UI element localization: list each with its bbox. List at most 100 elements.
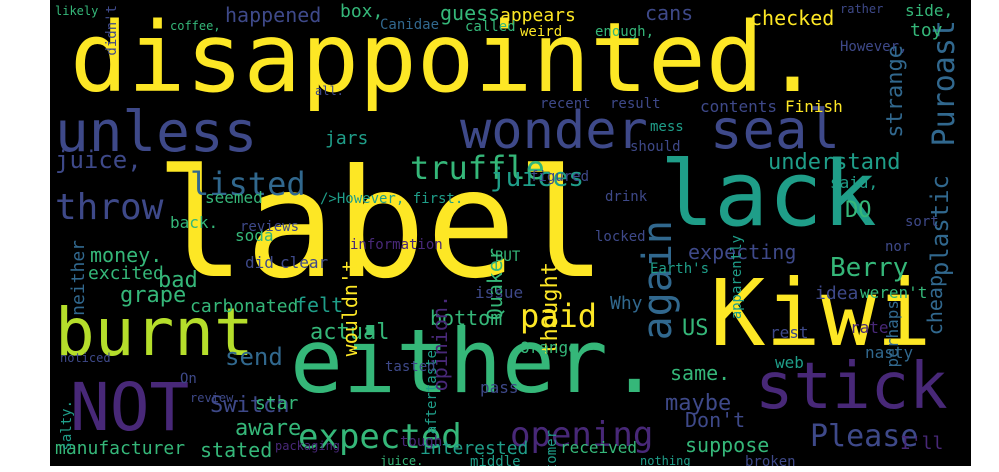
cloud-word-dont: Don't <box>685 408 746 432</box>
cloud-word-issue: issue <box>475 283 524 302</box>
cloud-word-opening: opening <box>510 415 654 455</box>
cloud-word-not-caps: NOT <box>70 369 190 446</box>
cloud-word-clear: clear <box>280 253 329 272</box>
cloud-word-tasted: tasted <box>385 359 436 375</box>
cloud-word-neither: neither <box>68 240 89 316</box>
cloud-word-reviews: reviews <box>240 219 300 235</box>
cloud-word-lack: lack <box>660 142 877 247</box>
cloud-word-did: did <box>245 253 274 272</box>
cloud-word-orange: Orange <box>520 338 578 357</box>
cloud-word-interested: interested <box>420 438 529 459</box>
cloud-word-canidae: Canidae <box>380 17 440 33</box>
cloud-word-web: web <box>775 353 804 372</box>
cloud-word-should: should <box>630 139 681 155</box>
cloud-word-however-first: />However, first. <box>320 191 464 207</box>
cloud-word-expecting: expecting <box>688 240 797 264</box>
cloud-word-seemed: seemed <box>205 188 263 207</box>
cloud-word-locked: locked <box>595 229 646 245</box>
cloud-word-drink: drink <box>605 189 648 205</box>
cloud-word-broken: broken <box>745 454 796 466</box>
cloud-word-soda: soda <box>235 226 274 245</box>
cloud-word-guess: guess <box>440 1 501 25</box>
cloud-word-switch: Switch <box>210 393 290 418</box>
cloud-word-send: send <box>225 343 283 371</box>
cloud-word-salty: salty. <box>59 400 75 451</box>
cloud-word-felt: felt <box>295 293 344 317</box>
cloud-word-tough: tough <box>400 434 443 450</box>
cloud-word-either: either. <box>290 310 661 413</box>
cloud-word-suppose: suppose <box>685 433 770 457</box>
cloud-word-do-caps: DO <box>845 198 872 223</box>
cloud-word-nor: nor <box>885 239 911 255</box>
cloud-word-label: label <box>155 138 607 312</box>
cloud-word-middle: middle <box>470 454 521 466</box>
cloud-word-result: result <box>610 96 661 112</box>
cloud-word-kiwi: Kiwi <box>710 260 932 367</box>
cloud-word-seal: seal <box>710 98 841 161</box>
cloud-word-figured: figured <box>530 169 590 185</box>
cloud-word-coffee: coffee, <box>170 19 221 33</box>
cloud-word-likely: likely <box>55 4 99 18</box>
cloud-word-werent: weren't <box>860 283 928 302</box>
cloud-word-juice: juice, <box>55 146 142 174</box>
cloud-word-please: Please <box>810 419 919 454</box>
cloud-word-sort: sort <box>905 214 939 230</box>
cloud-word-money: money. <box>90 243 163 267</box>
cloud-word-mess: mess <box>650 119 684 135</box>
cloud-word-pass: pass <box>480 378 519 397</box>
cloud-word-finish: Finish <box>785 97 843 116</box>
cloud-word-rather: rather <box>840 2 884 16</box>
cloud-word-packaging: packaging <box>275 439 341 453</box>
cloud-word-back: back. <box>170 213 219 232</box>
cloud-word-same: same. <box>670 361 731 385</box>
cloud-word-stated: stated <box>200 438 273 462</box>
cloud-word-toy: toy <box>910 20 943 41</box>
cloud-word-excited: excited <box>88 263 164 284</box>
cloud-word-expected: expected <box>298 417 462 457</box>
cloud-word-us: US <box>682 316 709 341</box>
cloud-word-enough: enough, <box>595 24 655 40</box>
cloud-word-received: received <box>560 438 638 457</box>
cloud-word-manufacturer: manufacturer <box>55 438 186 459</box>
cloud-word-nasty: nasty <box>865 343 914 362</box>
cloud-word-throw: throw <box>55 187 164 228</box>
cloud-word-cheap: cheap <box>923 275 947 336</box>
cloud-word-paid: paid <box>520 297 598 335</box>
cloud-word-said: said, <box>830 173 879 192</box>
cloud-word-rate: rate <box>850 318 889 337</box>
cloud-word-cans: cans <box>645 1 694 25</box>
cloud-word-berry: Berry <box>830 253 909 283</box>
cloud-word-maybe: maybe <box>665 391 732 416</box>
cloud-word-aware: aware <box>235 416 302 441</box>
cloud-word-review: review. <box>190 391 241 405</box>
cloud-word-nothing: nothing <box>640 454 691 466</box>
cloud-word-disappointed: disappointed. <box>70 2 822 114</box>
cloud-word-burnt: burnt <box>55 294 254 371</box>
cloud-word-side: side, <box>905 1 954 20</box>
cloud-word-weird: weird <box>520 24 563 40</box>
cloud-word-happened: happened <box>225 3 322 27</box>
cloud-word-information: information <box>350 237 443 253</box>
cloud-word-idea: idea <box>815 283 859 304</box>
cloud-word-didnt: didn't <box>104 5 120 56</box>
cloud-word-checked: checked <box>750 6 835 30</box>
cloud-word-however: However, <box>840 39 908 55</box>
cloud-word-recent: recent <box>540 96 591 112</box>
cloud-word-earths: Earth's <box>650 261 710 277</box>
cloud-word-apparently: apparently <box>729 235 745 320</box>
cloud-word-i-ll: I'll <box>900 433 944 454</box>
cloud-word-appears: appears <box>500 5 576 26</box>
cloud-word-called: called <box>465 19 516 35</box>
cloud-word-understand: understand <box>768 150 901 175</box>
cloud-word-bad: bad <box>158 268 198 293</box>
word-cloud: disappointed. label lack Kiwi either. unless w… <box>50 0 971 466</box>
cloud-word-carbonated: carbonated <box>190 296 299 317</box>
cloud-word-wonder: wonder <box>460 101 648 161</box>
cloud-word-actual: actual <box>310 320 390 345</box>
cloud-word-why: Why <box>610 293 643 314</box>
cloud-word-juices: juices <box>490 163 584 193</box>
cloud-word-customer: customer <box>544 430 560 466</box>
cloud-word-bottom: bottom <box>430 306 503 330</box>
cloud-word-on-word: On <box>180 371 197 387</box>
